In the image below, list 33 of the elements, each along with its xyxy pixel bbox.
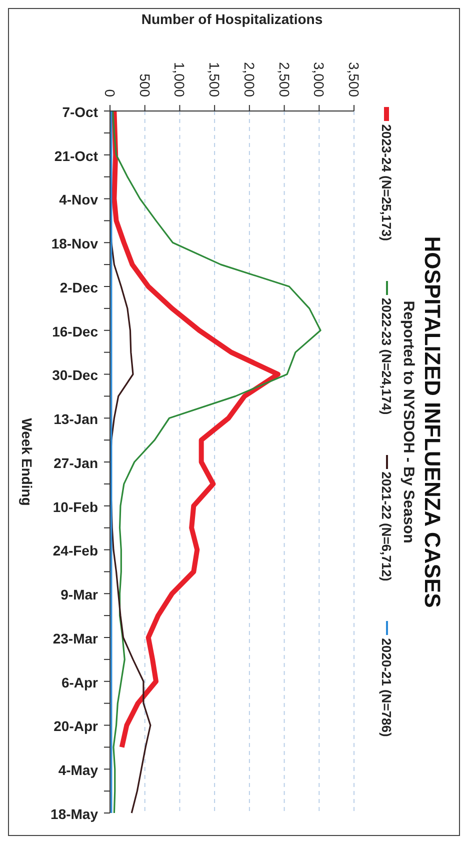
legend-label: 2022-23 (N=24,174) — [380, 298, 394, 415]
x-tick-label: 0 — [102, 89, 118, 98]
y-tick-label: 10-Feb — [52, 498, 98, 515]
y-tick-label: 4-Nov — [59, 192, 98, 208]
y-tick-label: 18-Nov — [51, 236, 98, 252]
x-tick-label: 2,000 — [241, 62, 258, 98]
y-tick-label: 16-Dec — [52, 323, 98, 340]
y-tick-label: 2-Dec — [60, 279, 98, 296]
y-tick-label: 4-May — [58, 762, 98, 778]
legend-label: 2023-24 (N=25,173) — [380, 124, 394, 241]
x-tick-label: 2,500 — [276, 62, 292, 98]
y-tick-label: 18-May — [50, 806, 98, 822]
x-tick-label: 1,000 — [172, 62, 188, 98]
y-tick-label: 20-Apr — [54, 718, 99, 734]
y-tick-label: 30-Dec — [52, 367, 98, 384]
text: HOSPITALIZED INFLUENZA CASES — [419, 235, 445, 610]
x-tick-label: 1,500 — [206, 62, 223, 98]
legend-label: 2020-21 (N=786) — [380, 638, 394, 737]
text: Reported to NYSDOH - By Season — [400, 300, 417, 546]
legend-label: 2021-22 (N=6,712) — [380, 472, 394, 582]
y-tick-label: 9-Mar — [60, 586, 99, 603]
x-tick-label: 500 — [136, 74, 153, 98]
y-tick-label: 21-Oct — [54, 148, 98, 164]
y-tick-label: 24-Feb — [52, 542, 98, 559]
x-tick-label: 3,000 — [311, 62, 328, 98]
y-tick-label: 27-Jan — [54, 454, 98, 471]
y-tick-label: 13-Jan — [54, 411, 98, 428]
y-tick-label: 6-Apr — [61, 674, 99, 690]
x-tick-label: 3,500 — [346, 62, 362, 98]
y-tick-label: 7-Oct — [62, 104, 98, 120]
y-axis-title: Week Ending — [19, 418, 35, 506]
y-tick-label: 23-Mar — [52, 630, 99, 646]
x-axis-title: Number of Hospitalizations — [141, 10, 323, 27]
